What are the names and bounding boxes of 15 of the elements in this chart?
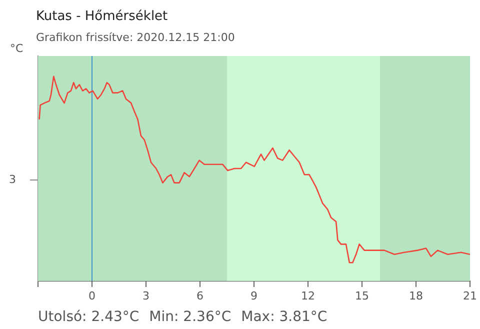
text: 3 — [9, 172, 16, 186]
x-tick-label: 0 — [88, 289, 96, 302]
text: Max: 3.81°C — [241, 309, 328, 325]
x-tick-label: 6 — [196, 289, 204, 302]
text: Min: 2.36°C — [149, 309, 232, 325]
chart-subtitle: Grafikon frissítve: 2020.12.15 21:00 — [36, 31, 235, 44]
x-tick-label: 12 — [301, 289, 315, 302]
chart-title: Kutas - Hőmérséklet — [36, 9, 168, 24]
x-tick-label: 15 — [355, 289, 369, 302]
x-tick-label: 18 — [409, 289, 423, 302]
y-axis-title: °C — [10, 42, 24, 55]
x-tick-label: 9 — [250, 289, 258, 302]
x-tick-label: 21 — [463, 289, 477, 302]
x-tick-label: 3 — [142, 289, 150, 302]
text: Utolsó: 2.43°C — [38, 309, 140, 325]
